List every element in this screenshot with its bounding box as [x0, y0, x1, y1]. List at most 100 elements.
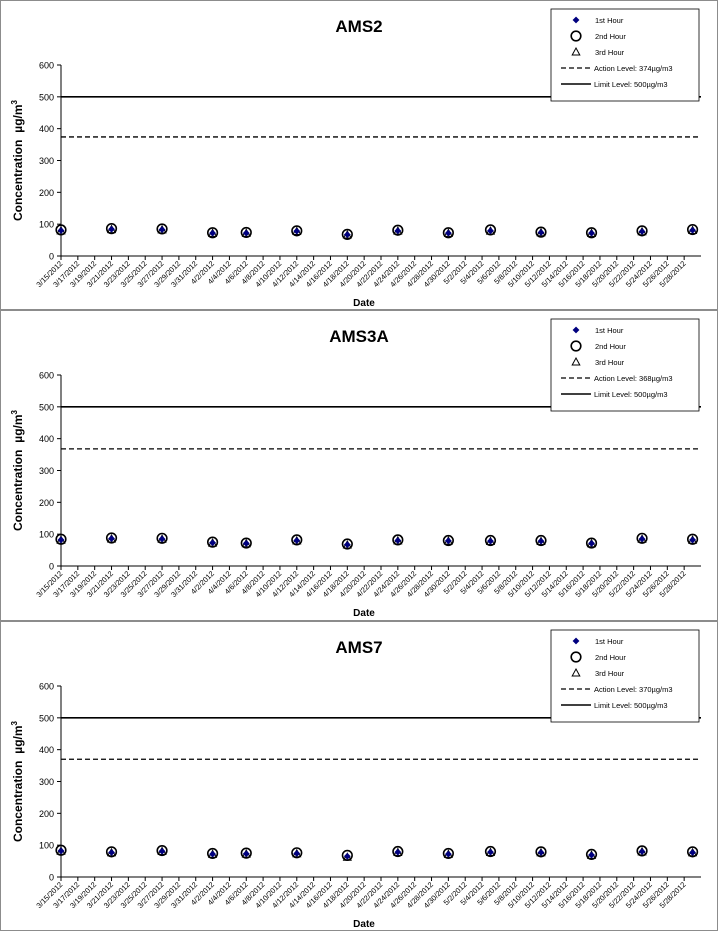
chart-title: AMS2: [335, 17, 382, 36]
data-point-2nd-hour: [291, 534, 303, 546]
series-2nd-hour: [55, 532, 699, 550]
y-tick-label: 600: [39, 371, 54, 381]
data-point-1st-hour: [343, 852, 351, 860]
legend: 1st Hour 2nd Hour 3rd Hour Action Level: 37…: [550, 629, 700, 723]
data-point-2nd-hour: [686, 223, 699, 236]
y-tick-label: 400: [39, 124, 54, 134]
series-3rd-hour: [56, 224, 698, 239]
data-point-1st-hour: [343, 541, 351, 549]
data-point-1st-hour: [57, 227, 65, 234]
data-point-1st-hour: [209, 229, 217, 237]
data-point-2nd-hour: [291, 225, 303, 237]
y-axis-label-unit: µg/m: [11, 414, 25, 442]
data-point-2nd-hour: [341, 228, 353, 240]
legend-label: 3rd Hour: [595, 48, 625, 57]
legend: 1st Hour 2nd Hour 3rd Hour Action Level: 37…: [550, 8, 700, 102]
series-2nd-hour: [55, 844, 699, 861]
data-point-1st-hour: [242, 229, 250, 237]
legend-label: Action Level: 374µg/m3: [594, 64, 673, 73]
y-tick-label: 300: [39, 156, 54, 166]
y-tick-label: 100: [39, 841, 54, 851]
data-point-1st-hour: [638, 228, 646, 235]
data-point-2nd-hour: [484, 845, 497, 858]
legend-label: 2nd Hour: [595, 653, 626, 662]
legend-label: Action Level: 370µg/m3: [594, 685, 673, 694]
y-tick-label: 0: [49, 562, 54, 572]
data-point-2nd-hour: [636, 225, 648, 237]
data-point-1st-hour: [293, 850, 301, 857]
y-axis-label-unit-superscript: 3: [10, 409, 19, 414]
data-point-2nd-hour: [535, 534, 547, 547]
data-point-1st-hour: [57, 536, 65, 544]
y-tick-label: 300: [39, 777, 54, 787]
legend-marker-2nd-hour: [570, 340, 582, 352]
data-point-2nd-hour: [636, 532, 648, 544]
data-point-2nd-hour: [686, 846, 699, 858]
data-point-1st-hour: [108, 225, 115, 233]
data-point-1st-hour: [638, 535, 646, 543]
data-point-2nd-hour: [206, 227, 219, 239]
data-point-1st-hour: [158, 847, 166, 855]
data-point-2nd-hour: [585, 848, 598, 860]
y-tick-label: 0: [49, 873, 54, 883]
data-point-1st-hour: [444, 850, 452, 858]
legend-label: 2nd Hour: [595, 32, 626, 41]
data-point-1st-hour: [242, 539, 250, 547]
data-point-2nd-hour: [686, 533, 699, 545]
y-tick-label: 0: [49, 252, 54, 262]
y-tick-label: 100: [39, 220, 54, 230]
data-point-2nd-hour: [240, 226, 252, 239]
data-point-2nd-hour: [585, 537, 598, 549]
data-point-1st-hour: [537, 229, 545, 236]
series-1st-hour: [57, 847, 697, 860]
y-tick-label: 400: [39, 745, 54, 755]
data-point-1st-hour: [487, 537, 494, 545]
legend-marker-2nd-hour: [570, 30, 582, 42]
data-point-2nd-hour: [585, 227, 598, 239]
legend-label: 3rd Hour: [595, 669, 625, 678]
data-point-1st-hour: [158, 226, 166, 234]
data-point-2nd-hour: [484, 224, 497, 236]
legend-label: Limit Level: 500µg/m3: [594, 80, 668, 89]
data-point-1st-hour: [537, 537, 545, 545]
y-axis-label-unit: µg/m: [11, 104, 25, 132]
x-axis-label: Date: [353, 298, 375, 309]
y-axis-label-unit-superscript: 3: [10, 99, 19, 104]
y-tick-label: 400: [39, 434, 54, 444]
legend-marker-1st-hour: [572, 326, 580, 334]
data-point-2nd-hour: [392, 534, 404, 546]
data-point-2nd-hour: [442, 227, 454, 239]
y-tick-label: 500: [39, 92, 54, 102]
y-tick-label: 600: [39, 61, 54, 71]
legend-label: 2nd Hour: [595, 342, 626, 351]
data-point-1st-hour: [242, 850, 250, 858]
data-point-2nd-hour: [105, 223, 118, 235]
x-axis-label: Date: [353, 919, 375, 930]
chart-ams3a: AMS3A01002003004005006003/15/20123/17/20…: [10, 318, 701, 619]
data-point-2nd-hour: [105, 846, 118, 858]
series-3rd-hour: [56, 846, 698, 861]
data-point-1st-hour: [444, 229, 452, 237]
y-axis-label: Concentration µg/m3: [10, 99, 25, 221]
y-tick-label: 200: [39, 188, 54, 198]
y-axis-label: Concentration µg/m3: [10, 409, 25, 531]
y-tick-label: 500: [39, 713, 54, 723]
data-point-2nd-hour: [206, 536, 219, 548]
legend-label: 3rd Hour: [595, 358, 625, 367]
x-axis-label: Date: [353, 608, 375, 619]
data-point-2nd-hour: [535, 226, 547, 238]
data-point-2nd-hour: [105, 532, 118, 544]
data-point-1st-hour: [487, 848, 494, 856]
legend-marker-3rd-hour: [571, 667, 581, 677]
y-tick-label: 100: [39, 530, 54, 540]
data-point-1st-hour: [108, 849, 115, 856]
chart-ams7: AMS701002003004005006003/15/20123/17/201…: [10, 629, 701, 930]
data-point-2nd-hour: [341, 538, 353, 550]
legend-marker-1st-hour: [572, 637, 580, 645]
data-point-1st-hour: [689, 536, 697, 544]
legend-label: Limit Level: 500µg/m3: [594, 390, 668, 399]
data-point-1st-hour: [638, 848, 646, 855]
y-axis-label: Concentration µg/m3: [10, 720, 25, 842]
y-axis-label-text: Concentration: [11, 140, 25, 221]
data-point-2nd-hour: [535, 846, 547, 858]
